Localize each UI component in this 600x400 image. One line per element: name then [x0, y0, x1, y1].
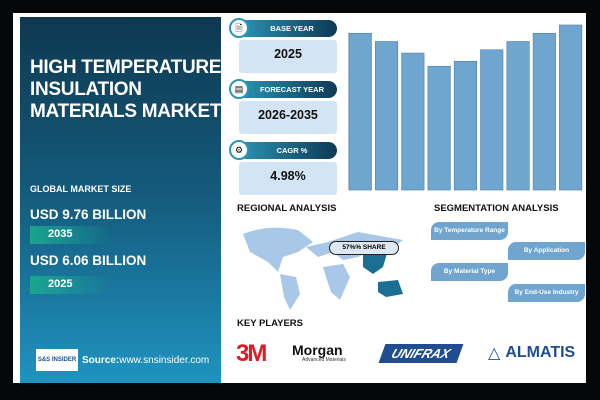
segment-application[interactable]: By Application: [508, 242, 585, 260]
key-players-heading: KEY PLAYERS: [237, 318, 303, 329]
stat-label: BASE YEAR: [237, 20, 337, 37]
title-line: INSULATION: [30, 79, 142, 100]
growth-icon: ⚙: [229, 140, 249, 160]
logo-3m: 3M: [236, 340, 267, 368]
sns-insider-logo: S&S INSIDER: [36, 349, 78, 371]
bar: [453, 60, 477, 191]
title-line: MATERIALS MARKET: [30, 101, 222, 122]
stat-label: FORECAST YEAR: [237, 81, 337, 98]
stat-base-year: 🗎 BASE YEAR 2025: [229, 18, 337, 73]
stat-label: CAGR %: [237, 142, 337, 159]
bar: [480, 49, 504, 191]
market-year-2035: 2035: [30, 226, 110, 244]
segment-temperature-range[interactable]: By Temperature Range: [431, 222, 508, 240]
segmentation-heading: SEGMENTATION ANALYSIS: [434, 203, 559, 214]
share-callout: 57%% SHARE: [329, 241, 399, 255]
source: S&S INSIDER Source:www.snsinsider.com: [36, 349, 209, 371]
triangle-icon: △: [488, 345, 501, 362]
market-size-label: GLOBAL MARKET SIZE: [30, 184, 132, 194]
bar: [427, 65, 451, 191]
logo-morgan: Morgan Advanced Materials: [292, 343, 346, 363]
player-name: ALMATIS: [505, 344, 576, 361]
logo-unifrax: UNIFRAX: [378, 344, 464, 363]
bar-chart: [348, 24, 583, 191]
document-icon: 🗎: [229, 18, 249, 38]
world-map: [243, 227, 403, 310]
market-year-2025: 2025: [30, 276, 110, 294]
stat-value: 4.98%: [239, 162, 337, 195]
chart-icon: ▤: [229, 79, 249, 99]
summary-panel: [20, 17, 221, 383]
bar: [532, 32, 556, 191]
market-value-2035: USD 9.76 BILLION: [30, 207, 147, 222]
player-name: 3M: [236, 340, 267, 367]
title-line: HIGH TEMPERATURE: [30, 57, 222, 78]
page-title: HIGH TEMPERATURE INSULATION MATERIALS MA…: [30, 57, 221, 123]
segment-material-type[interactable]: By Material Type: [431, 263, 508, 281]
divider: [348, 32, 349, 190]
player-subtitle: Advanced Materials: [302, 357, 346, 363]
bar: [374, 41, 399, 191]
bar: [401, 52, 425, 191]
stat-value: 2026-2035: [239, 101, 337, 134]
stat-value: 2025: [239, 40, 337, 73]
bar: [559, 24, 583, 191]
stat-forecast-year: ▤ FORECAST YEAR 2026-2035: [229, 79, 337, 134]
source-label: Source:: [82, 354, 120, 366]
stat-cagr: ⚙ CAGR % 4.98%: [229, 140, 337, 195]
player-name: Morgan: [292, 342, 343, 358]
market-value-2025: USD 6.06 BILLION: [30, 253, 147, 268]
regional-heading: REGIONAL ANALYSIS: [237, 203, 337, 214]
source-url[interactable]: www.snsinsider.com: [119, 354, 210, 366]
logo-almatis: △ ALMATIS: [488, 343, 575, 363]
player-name: UNIFRAX: [389, 346, 453, 361]
bar: [348, 32, 372, 191]
bar: [506, 41, 530, 191]
segment-end-use-industry[interactable]: By End-Use Industry: [508, 284, 585, 302]
